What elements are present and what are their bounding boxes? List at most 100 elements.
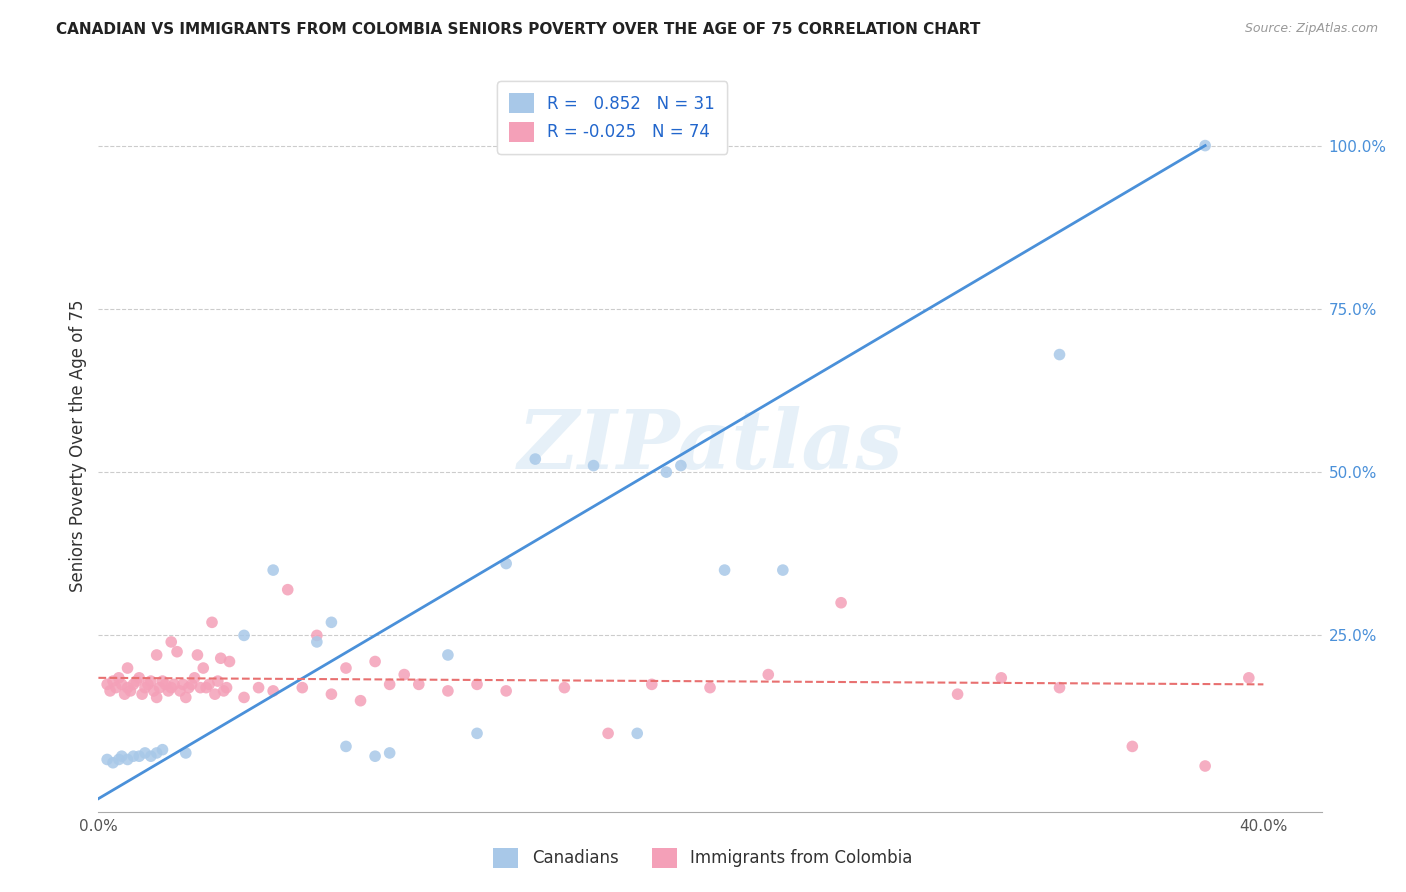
Point bbox=[108, 671, 131, 685]
Point bbox=[160, 635, 183, 649]
Point bbox=[160, 681, 183, 695]
Point bbox=[277, 582, 299, 597]
Point bbox=[495, 557, 517, 571]
Point bbox=[169, 684, 191, 698]
Point bbox=[364, 655, 387, 669]
Point bbox=[335, 739, 357, 754]
Point bbox=[193, 661, 215, 675]
Point bbox=[134, 681, 156, 695]
Point bbox=[209, 651, 232, 665]
Point bbox=[128, 749, 150, 764]
Point bbox=[212, 684, 235, 698]
Point bbox=[111, 749, 134, 764]
Point bbox=[1121, 739, 1143, 754]
Point bbox=[101, 674, 124, 689]
Text: CANADIAN VS IMMIGRANTS FROM COLOMBIA SENIORS POVERTY OVER THE AGE OF 75 CORRELAT: CANADIAN VS IMMIGRANTS FROM COLOMBIA SEN… bbox=[56, 22, 980, 37]
Point bbox=[1237, 671, 1260, 685]
Point bbox=[262, 684, 284, 698]
Point bbox=[157, 684, 180, 698]
Legend: R =   0.852   N = 31, R = -0.025   N = 74: R = 0.852 N = 31, R = -0.025 N = 74 bbox=[498, 81, 727, 153]
Point bbox=[408, 677, 430, 691]
Point bbox=[378, 677, 401, 691]
Point bbox=[699, 681, 721, 695]
Point bbox=[136, 677, 159, 691]
Point bbox=[626, 726, 648, 740]
Point bbox=[305, 635, 328, 649]
Point bbox=[174, 746, 197, 760]
Point bbox=[96, 752, 118, 766]
Y-axis label: Seniors Poverty Over the Age of 75: Seniors Poverty Over the Age of 75 bbox=[69, 300, 87, 592]
Point bbox=[172, 677, 194, 691]
Point bbox=[104, 681, 127, 695]
Point bbox=[134, 746, 156, 760]
Point bbox=[218, 655, 240, 669]
Point bbox=[378, 746, 401, 760]
Point bbox=[195, 681, 218, 695]
Point bbox=[1049, 681, 1071, 695]
Point bbox=[139, 674, 162, 689]
Point bbox=[321, 615, 343, 630]
Point bbox=[145, 648, 167, 662]
Point bbox=[946, 687, 969, 701]
Point bbox=[553, 681, 575, 695]
Point bbox=[291, 681, 314, 695]
Point bbox=[1049, 348, 1071, 362]
Point bbox=[163, 677, 186, 691]
Point bbox=[108, 752, 131, 766]
Point bbox=[180, 677, 202, 691]
Point bbox=[655, 465, 678, 479]
Point bbox=[1194, 759, 1216, 773]
Point bbox=[204, 687, 226, 701]
Point bbox=[131, 687, 153, 701]
Point bbox=[145, 690, 167, 705]
Point bbox=[117, 752, 139, 766]
Point bbox=[465, 726, 488, 740]
Point bbox=[142, 684, 165, 698]
Point bbox=[188, 681, 212, 695]
Point bbox=[152, 742, 174, 756]
Point bbox=[596, 726, 619, 740]
Point bbox=[756, 667, 779, 681]
Legend: Canadians, Immigrants from Colombia: Canadians, Immigrants from Colombia bbox=[486, 841, 920, 875]
Point bbox=[233, 628, 256, 642]
Point bbox=[582, 458, 605, 473]
Point bbox=[98, 684, 121, 698]
Point bbox=[122, 749, 145, 764]
Point bbox=[392, 667, 416, 681]
Point bbox=[152, 674, 174, 689]
Point bbox=[524, 452, 547, 467]
Point bbox=[96, 677, 118, 691]
Point bbox=[114, 687, 136, 701]
Point bbox=[149, 681, 172, 695]
Point bbox=[669, 458, 692, 473]
Point bbox=[713, 563, 735, 577]
Point bbox=[111, 677, 134, 691]
Point bbox=[117, 681, 139, 695]
Point bbox=[495, 684, 517, 698]
Point bbox=[125, 674, 148, 689]
Point bbox=[139, 749, 162, 764]
Point bbox=[120, 684, 142, 698]
Point bbox=[233, 690, 256, 705]
Point bbox=[262, 563, 284, 577]
Point bbox=[321, 687, 343, 701]
Point bbox=[437, 684, 460, 698]
Point bbox=[166, 645, 188, 659]
Point bbox=[198, 677, 221, 691]
Point bbox=[641, 677, 664, 691]
Point bbox=[145, 746, 167, 760]
Point bbox=[305, 628, 328, 642]
Point bbox=[117, 661, 139, 675]
Point bbox=[437, 648, 460, 662]
Point bbox=[201, 615, 224, 630]
Point bbox=[247, 681, 270, 695]
Point bbox=[128, 671, 150, 685]
Point bbox=[772, 563, 794, 577]
Point bbox=[349, 694, 371, 708]
Point bbox=[155, 677, 177, 691]
Point bbox=[207, 674, 229, 689]
Point bbox=[335, 661, 357, 675]
Point bbox=[830, 596, 852, 610]
Point bbox=[364, 749, 387, 764]
Point bbox=[174, 690, 197, 705]
